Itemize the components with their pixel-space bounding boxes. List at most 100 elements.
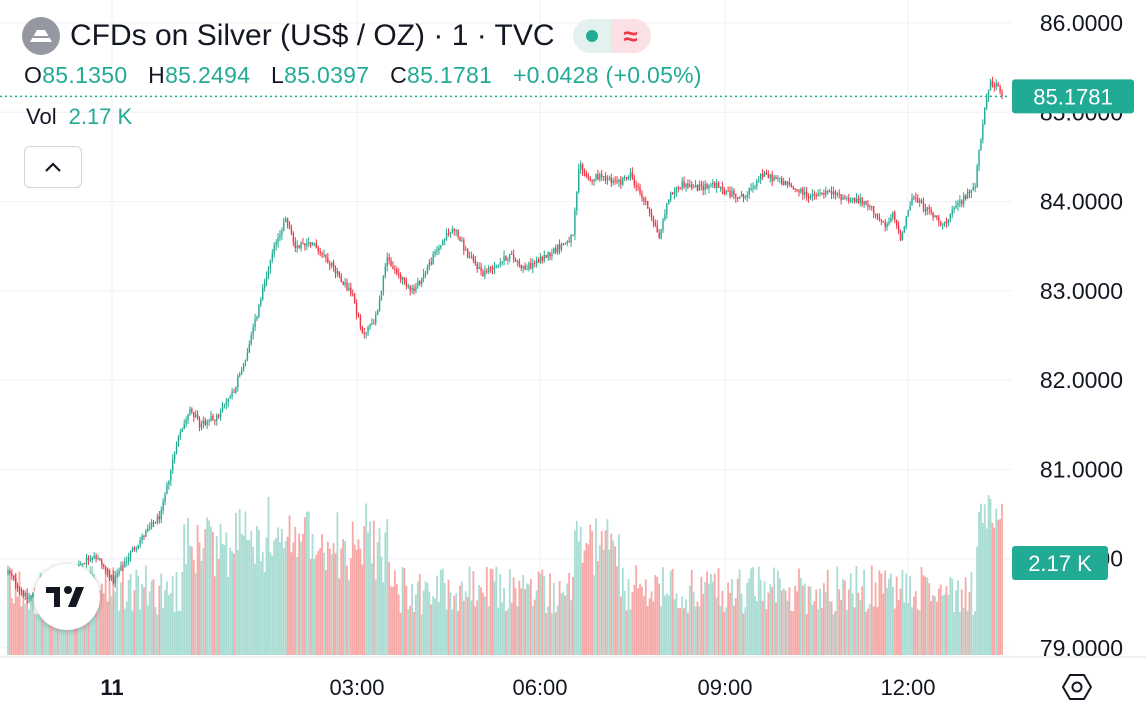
volume-bar	[761, 600, 764, 655]
candle-body	[978, 150, 980, 167]
collapse-legend-button[interactable]	[24, 146, 82, 188]
volume-bar	[570, 600, 572, 655]
volume-bar	[495, 566, 498, 655]
volume-bar	[349, 558, 352, 655]
volume-bar	[763, 581, 766, 655]
candle-body	[985, 98, 988, 108]
volume-bar	[648, 598, 651, 655]
volume-bar	[246, 540, 249, 655]
candle-body	[183, 423, 185, 429]
candle-body	[344, 282, 346, 285]
candle-body	[533, 262, 536, 264]
volume-bar	[95, 588, 98, 655]
volume-bar	[754, 595, 756, 655]
candle-body	[597, 174, 599, 180]
volume-bar	[206, 517, 209, 655]
volume-bar	[97, 608, 99, 655]
candle-body	[7, 570, 9, 573]
volume-bar	[572, 576, 574, 655]
volume-bar	[154, 606, 157, 655]
volume-bar	[727, 582, 730, 655]
volume-bar	[428, 591, 431, 655]
candle-body	[593, 179, 595, 182]
candle-body	[532, 262, 534, 269]
volume-bar	[528, 584, 530, 655]
candle-body	[733, 190, 735, 195]
volume-bar	[365, 503, 368, 655]
candle-body	[608, 177, 611, 179]
candle-body	[940, 221, 942, 225]
volume-bar	[897, 600, 900, 655]
candle-body	[602, 176, 605, 178]
volume-bar	[547, 606, 549, 655]
volume-bar	[434, 598, 436, 655]
market-status-pill[interactable]: ≈	[572, 19, 651, 53]
volume-bar	[734, 598, 737, 655]
candle-body	[890, 217, 892, 222]
candle-body	[149, 527, 151, 529]
candle-body	[263, 281, 266, 288]
candle-body	[652, 217, 655, 223]
candle-body	[292, 233, 295, 242]
y-tick-label: 81.0000	[1040, 456, 1123, 482]
candle-body	[551, 253, 553, 257]
candle-body	[154, 522, 157, 524]
volume-bar	[326, 541, 329, 655]
volume-bar	[212, 531, 214, 655]
volume-bar	[623, 590, 626, 655]
volume-bar	[41, 587, 44, 655]
volume-bar	[443, 583, 446, 655]
volume-bar	[361, 564, 364, 655]
tradingview-logo[interactable]	[34, 564, 100, 630]
candle-body	[187, 414, 189, 421]
symbol-title[interactable]: CFDs on Silver (US$ / OZ) · 1 · TVC	[70, 19, 555, 52]
candle-body	[911, 197, 913, 206]
volume-bar	[409, 605, 412, 655]
volume-bar	[298, 533, 301, 655]
candle-body	[763, 172, 766, 177]
volume-bar	[596, 561, 599, 655]
candle-body	[80, 563, 82, 565]
volume-bar	[259, 561, 262, 655]
candle-body	[472, 256, 475, 261]
candle-body	[562, 243, 565, 245]
candle-body	[685, 183, 687, 187]
volume-bar	[736, 578, 739, 655]
candle-body	[872, 206, 875, 214]
volume-bar	[844, 580, 846, 655]
volume-bar	[665, 593, 668, 655]
candle-body	[691, 184, 693, 189]
candle-body	[541, 256, 544, 261]
volume-bar	[125, 601, 128, 655]
volume-bar	[445, 609, 448, 655]
candle-body	[411, 288, 413, 291]
volume-bar	[771, 586, 774, 655]
volume-bar	[288, 515, 291, 655]
candle-body	[325, 254, 327, 258]
volume-bar	[822, 583, 825, 655]
candle-body	[283, 221, 285, 231]
candle-body	[277, 237, 279, 243]
candle-body	[805, 191, 808, 197]
chart-settings-button[interactable]	[1060, 670, 1094, 704]
volume-bar	[949, 576, 952, 655]
volume-bar	[700, 576, 703, 655]
candle-body	[897, 225, 900, 233]
volume-bar	[33, 613, 36, 655]
volume-bar	[319, 548, 322, 655]
volume-bar	[455, 593, 458, 655]
volume-bar	[254, 563, 256, 655]
volume-bar	[560, 593, 563, 655]
volume-bar	[577, 541, 580, 655]
candle-body	[141, 535, 143, 541]
candle-body	[844, 197, 846, 199]
candle-body	[359, 316, 362, 327]
volume-bar	[202, 547, 205, 655]
candle-body	[216, 414, 218, 421]
candle-body	[97, 558, 99, 560]
volume-bar	[114, 591, 117, 655]
volume-bar	[690, 569, 693, 655]
volume-bar	[217, 558, 220, 655]
volume-bar	[966, 610, 969, 655]
